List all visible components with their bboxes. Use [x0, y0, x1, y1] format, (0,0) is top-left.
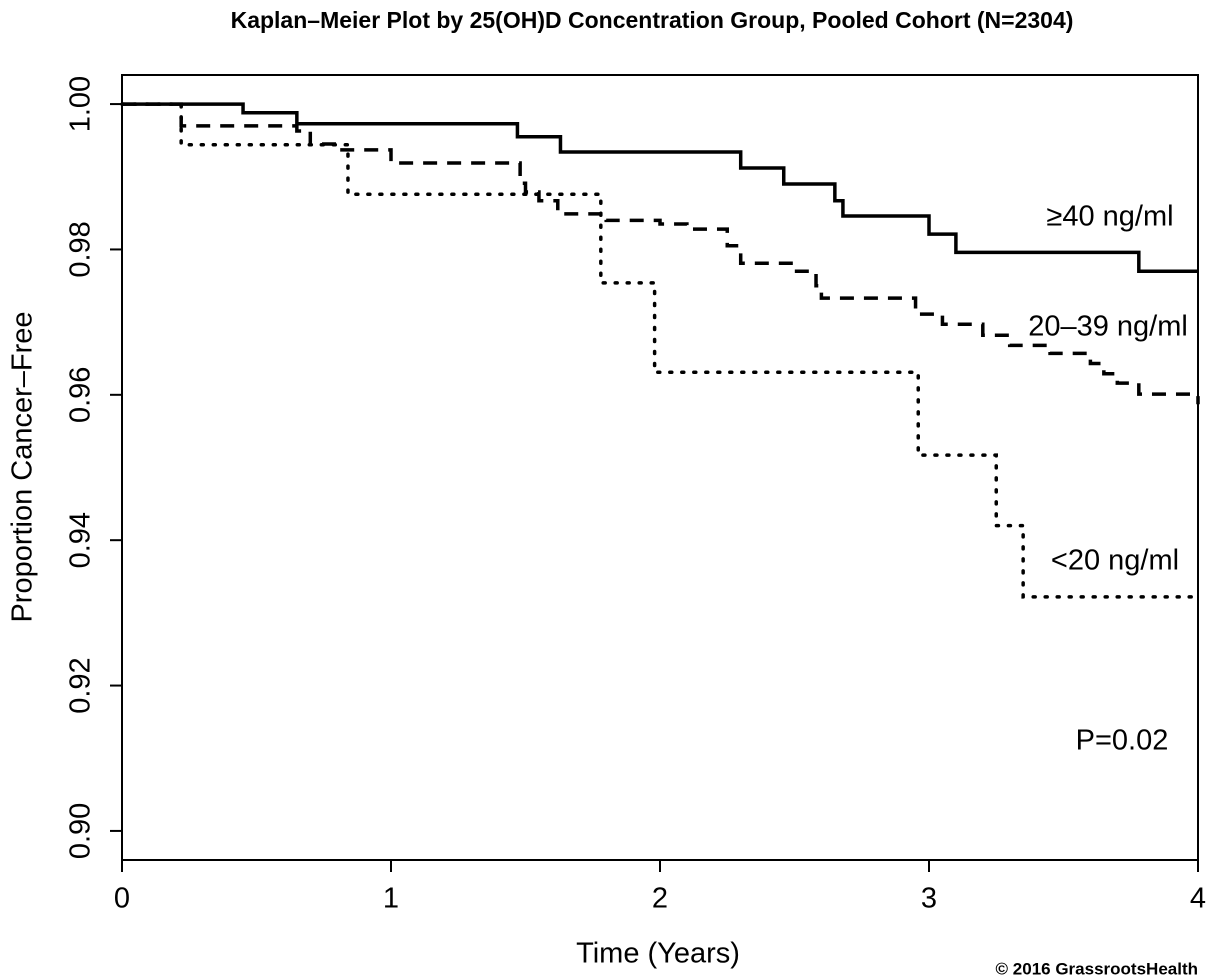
y-tick-label: 0.92	[65, 657, 97, 713]
survival-curve	[122, 102, 1198, 273]
x-tick-label: 2	[652, 883, 668, 915]
series-label: ≥40 ng/ml	[1046, 201, 1173, 233]
chart-title: Kaplan–Meier Plot by 25(OH)D Concentrati…	[231, 7, 1074, 33]
series-label: 20–39 ng/ml	[1028, 311, 1188, 343]
x-axis-label: Time (Years)	[576, 938, 740, 970]
credit: © 2016 GrassrootsHealth	[996, 959, 1198, 976]
x-tick-label: 3	[921, 883, 937, 915]
series-label: <20 ng/ml	[1051, 545, 1179, 577]
y-axis-label: Proportion Cancer–Free	[7, 311, 39, 622]
y-tick-label: 0.94	[65, 512, 97, 568]
y-tick-label: 0.98	[65, 221, 97, 277]
x-tick-label: 1	[383, 883, 399, 915]
survival-curve	[120, 102, 1200, 599]
survival-curve	[122, 102, 1200, 405]
x-tick-label: 4	[1190, 883, 1206, 915]
x-tick-label: 0	[114, 883, 130, 915]
p-value: P=0.02	[1076, 725, 1169, 757]
plot-frame	[121, 74, 1199, 861]
y-tick-label: 0.96	[65, 367, 97, 423]
y-tick-label: 0.90	[65, 803, 97, 859]
y-tick-label: 1.00	[65, 76, 97, 132]
